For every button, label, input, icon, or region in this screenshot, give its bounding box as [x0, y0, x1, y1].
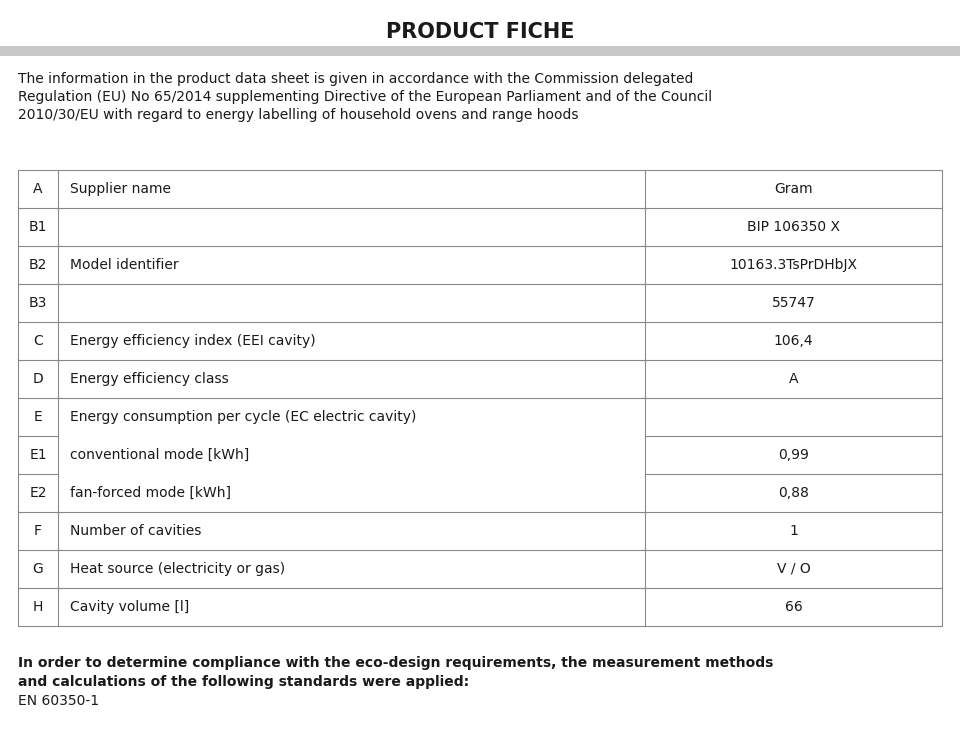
Text: B1: B1: [29, 220, 47, 234]
Text: E: E: [34, 410, 42, 424]
Text: 55747: 55747: [772, 296, 815, 310]
Text: E2: E2: [29, 486, 47, 500]
Text: 106,4: 106,4: [774, 334, 813, 348]
Text: Regulation (EU) No 65/2014 supplementing Directive of the European Parliament an: Regulation (EU) No 65/2014 supplementing…: [18, 90, 712, 104]
Text: The information in the product data sheet is given in accordance with the Commis: The information in the product data shee…: [18, 72, 693, 86]
Text: Supplier name: Supplier name: [70, 182, 171, 196]
Text: B2: B2: [29, 258, 47, 272]
Text: Cavity volume [l]: Cavity volume [l]: [70, 600, 189, 614]
Text: C: C: [34, 334, 43, 348]
Text: H: H: [33, 600, 43, 614]
Text: fan-forced mode [kWh]: fan-forced mode [kWh]: [70, 486, 231, 500]
Text: Energy efficiency class: Energy efficiency class: [70, 372, 228, 386]
Text: A: A: [34, 182, 43, 196]
Text: BIP 106350 X: BIP 106350 X: [747, 220, 840, 234]
Text: 66: 66: [784, 600, 803, 614]
Text: EN 60350-1: EN 60350-1: [18, 694, 99, 708]
Text: 10163.3TsPrDHbJX: 10163.3TsPrDHbJX: [730, 258, 857, 272]
Text: E1: E1: [29, 448, 47, 462]
Text: Model identifier: Model identifier: [70, 258, 179, 272]
Text: Energy efficiency index (EEI cavity): Energy efficiency index (EEI cavity): [70, 334, 316, 348]
Text: 2010/30/EU with regard to energy labelling of household ovens and range hoods: 2010/30/EU with regard to energy labelli…: [18, 108, 579, 122]
Text: 0,99: 0,99: [778, 448, 809, 462]
Text: conventional mode [kWh]: conventional mode [kWh]: [70, 448, 250, 462]
Text: Energy consumption per cycle (EC electric cavity): Energy consumption per cycle (EC electri…: [70, 410, 417, 424]
Text: A: A: [789, 372, 799, 386]
Text: D: D: [33, 372, 43, 386]
Bar: [18, 170, 942, 626]
Text: G: G: [33, 562, 43, 576]
Bar: [0, 46, 960, 56]
Text: Heat source (electricity or gas): Heat source (electricity or gas): [70, 562, 285, 576]
Text: 0,88: 0,88: [778, 486, 809, 500]
Text: PRODUCT FICHE: PRODUCT FICHE: [386, 22, 574, 42]
Text: V / O: V / O: [777, 562, 810, 576]
Text: Number of cavities: Number of cavities: [70, 524, 202, 538]
Text: B3: B3: [29, 296, 47, 310]
Text: In order to determine compliance with the eco-design requirements, the measureme: In order to determine compliance with th…: [18, 656, 774, 670]
Text: F: F: [34, 524, 42, 538]
Text: 1: 1: [789, 524, 798, 538]
Text: Gram: Gram: [774, 182, 813, 196]
Text: and calculations of the following standards were applied:: and calculations of the following standa…: [18, 675, 469, 689]
